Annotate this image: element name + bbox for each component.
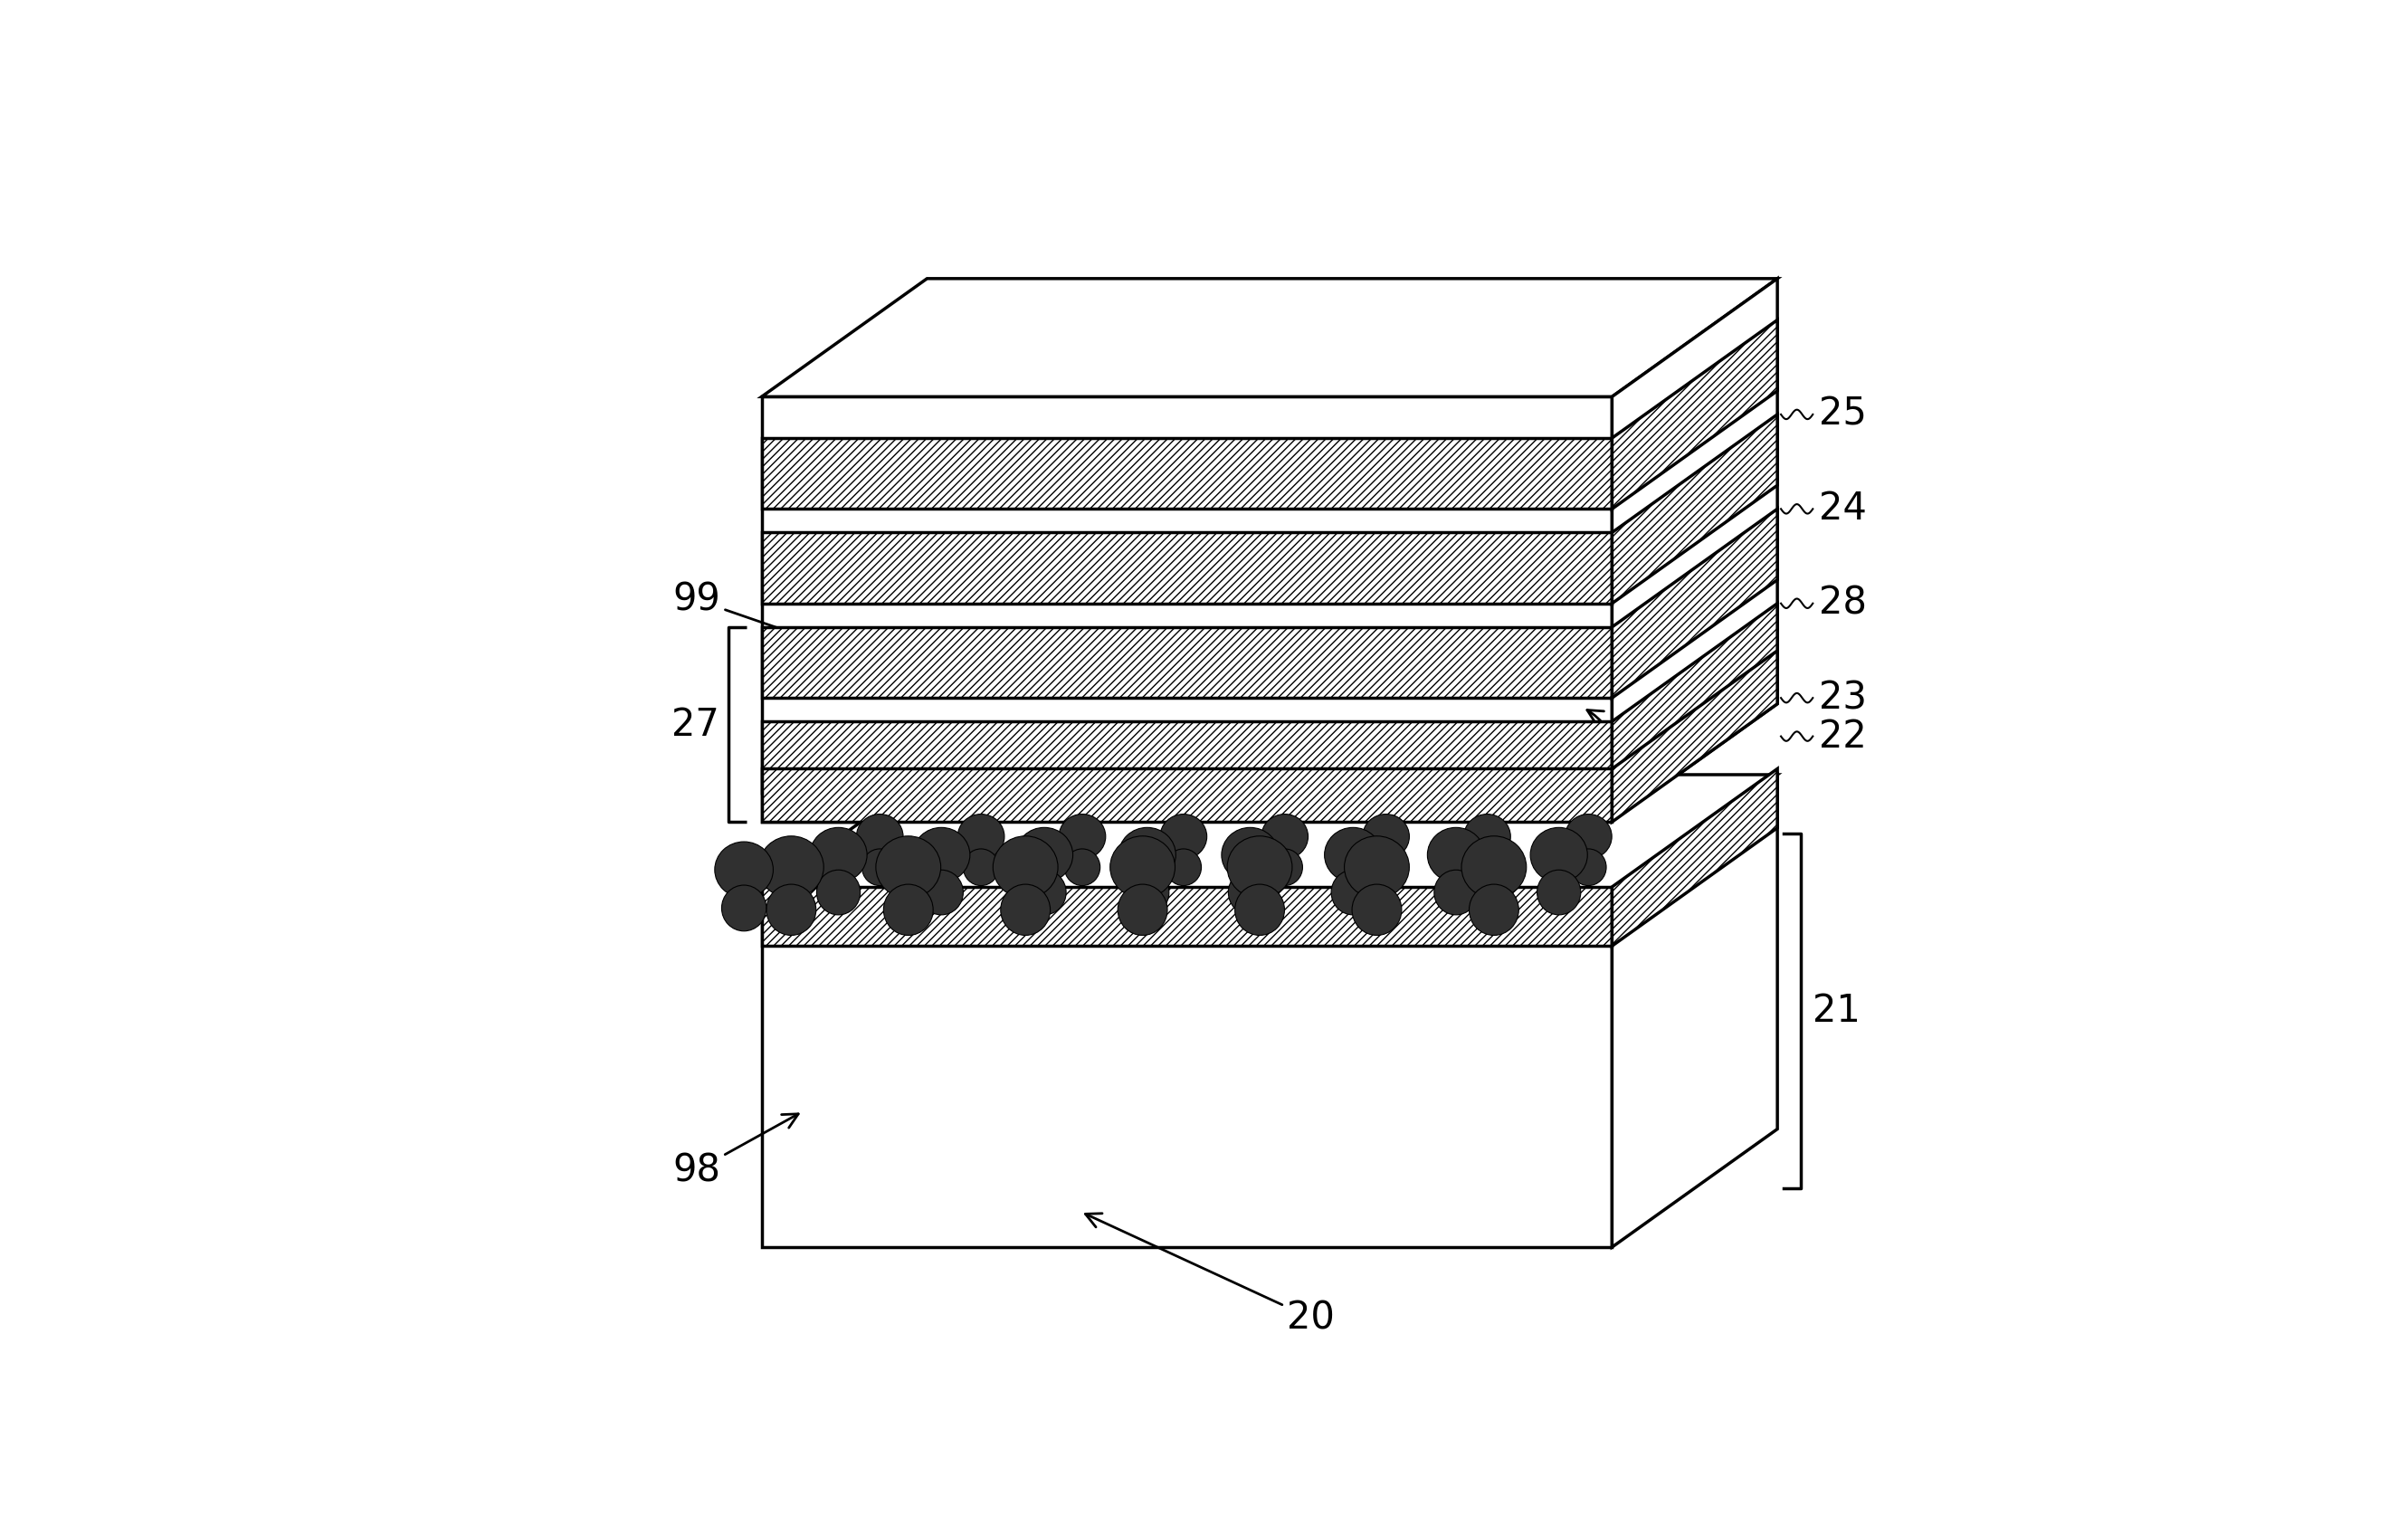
Text: 25: 25	[1818, 396, 1866, 434]
Text: 98: 98	[672, 1114, 799, 1189]
Polygon shape	[1611, 321, 1777, 509]
Ellipse shape	[1235, 884, 1283, 936]
Ellipse shape	[816, 870, 860, 914]
Polygon shape	[1611, 769, 1777, 946]
Ellipse shape	[1228, 836, 1293, 899]
Ellipse shape	[1110, 836, 1175, 899]
Text: 21: 21	[1813, 992, 1861, 1029]
Text: 27: 27	[672, 706, 720, 744]
Ellipse shape	[877, 836, 942, 899]
Ellipse shape	[1120, 827, 1175, 882]
Ellipse shape	[1064, 848, 1100, 885]
Ellipse shape	[1363, 815, 1409, 859]
Ellipse shape	[1565, 815, 1611, 859]
Polygon shape	[1611, 509, 1777, 698]
Ellipse shape	[920, 870, 963, 914]
Ellipse shape	[722, 885, 766, 931]
Ellipse shape	[884, 884, 934, 936]
Ellipse shape	[1016, 827, 1074, 882]
Ellipse shape	[1351, 884, 1401, 936]
Ellipse shape	[958, 815, 1004, 859]
Polygon shape	[761, 397, 1611, 822]
Polygon shape	[761, 893, 1611, 1247]
Ellipse shape	[1262, 815, 1308, 859]
Text: 22: 22	[1818, 718, 1866, 755]
Ellipse shape	[809, 827, 867, 882]
Text: 24: 24	[1818, 489, 1866, 528]
Polygon shape	[1611, 650, 1777, 822]
Ellipse shape	[857, 815, 903, 859]
Polygon shape	[761, 532, 1611, 603]
Polygon shape	[1611, 603, 1777, 793]
Ellipse shape	[1344, 836, 1409, 899]
Polygon shape	[1611, 775, 1777, 1247]
Ellipse shape	[1332, 870, 1375, 914]
Polygon shape	[761, 627, 1611, 698]
Ellipse shape	[1267, 848, 1303, 885]
Ellipse shape	[1165, 848, 1202, 885]
Text: 99: 99	[672, 581, 821, 646]
Ellipse shape	[1221, 827, 1279, 882]
Ellipse shape	[913, 827, 970, 882]
Text: 20: 20	[1086, 1213, 1334, 1338]
Ellipse shape	[1536, 870, 1580, 914]
Polygon shape	[761, 279, 1777, 397]
Ellipse shape	[1469, 848, 1505, 885]
Ellipse shape	[1462, 836, 1527, 899]
Polygon shape	[761, 721, 1611, 793]
Polygon shape	[761, 769, 1611, 822]
Text: 23: 23	[1818, 680, 1866, 716]
Ellipse shape	[1161, 815, 1206, 859]
Polygon shape	[1611, 414, 1777, 603]
Text: 26: 26	[1587, 710, 1642, 770]
Ellipse shape	[1469, 884, 1519, 936]
Ellipse shape	[1023, 870, 1067, 914]
Ellipse shape	[862, 848, 898, 885]
Ellipse shape	[1435, 870, 1479, 914]
Polygon shape	[761, 439, 1611, 509]
Ellipse shape	[1570, 848, 1606, 885]
Ellipse shape	[766, 884, 816, 936]
Ellipse shape	[1002, 884, 1050, 936]
Polygon shape	[761, 887, 1611, 946]
Ellipse shape	[963, 848, 999, 885]
Ellipse shape	[1324, 827, 1382, 882]
Ellipse shape	[715, 842, 773, 897]
Polygon shape	[761, 775, 1777, 893]
Ellipse shape	[1464, 815, 1510, 859]
Ellipse shape	[1060, 815, 1105, 859]
Ellipse shape	[1368, 848, 1404, 885]
Polygon shape	[1611, 279, 1777, 822]
Ellipse shape	[1117, 884, 1168, 936]
Ellipse shape	[992, 836, 1057, 899]
Ellipse shape	[1428, 827, 1486, 882]
Ellipse shape	[1228, 870, 1271, 914]
Ellipse shape	[1531, 827, 1587, 882]
Ellipse shape	[759, 836, 824, 899]
Text: 28: 28	[1818, 584, 1866, 623]
Ellipse shape	[1125, 870, 1168, 914]
